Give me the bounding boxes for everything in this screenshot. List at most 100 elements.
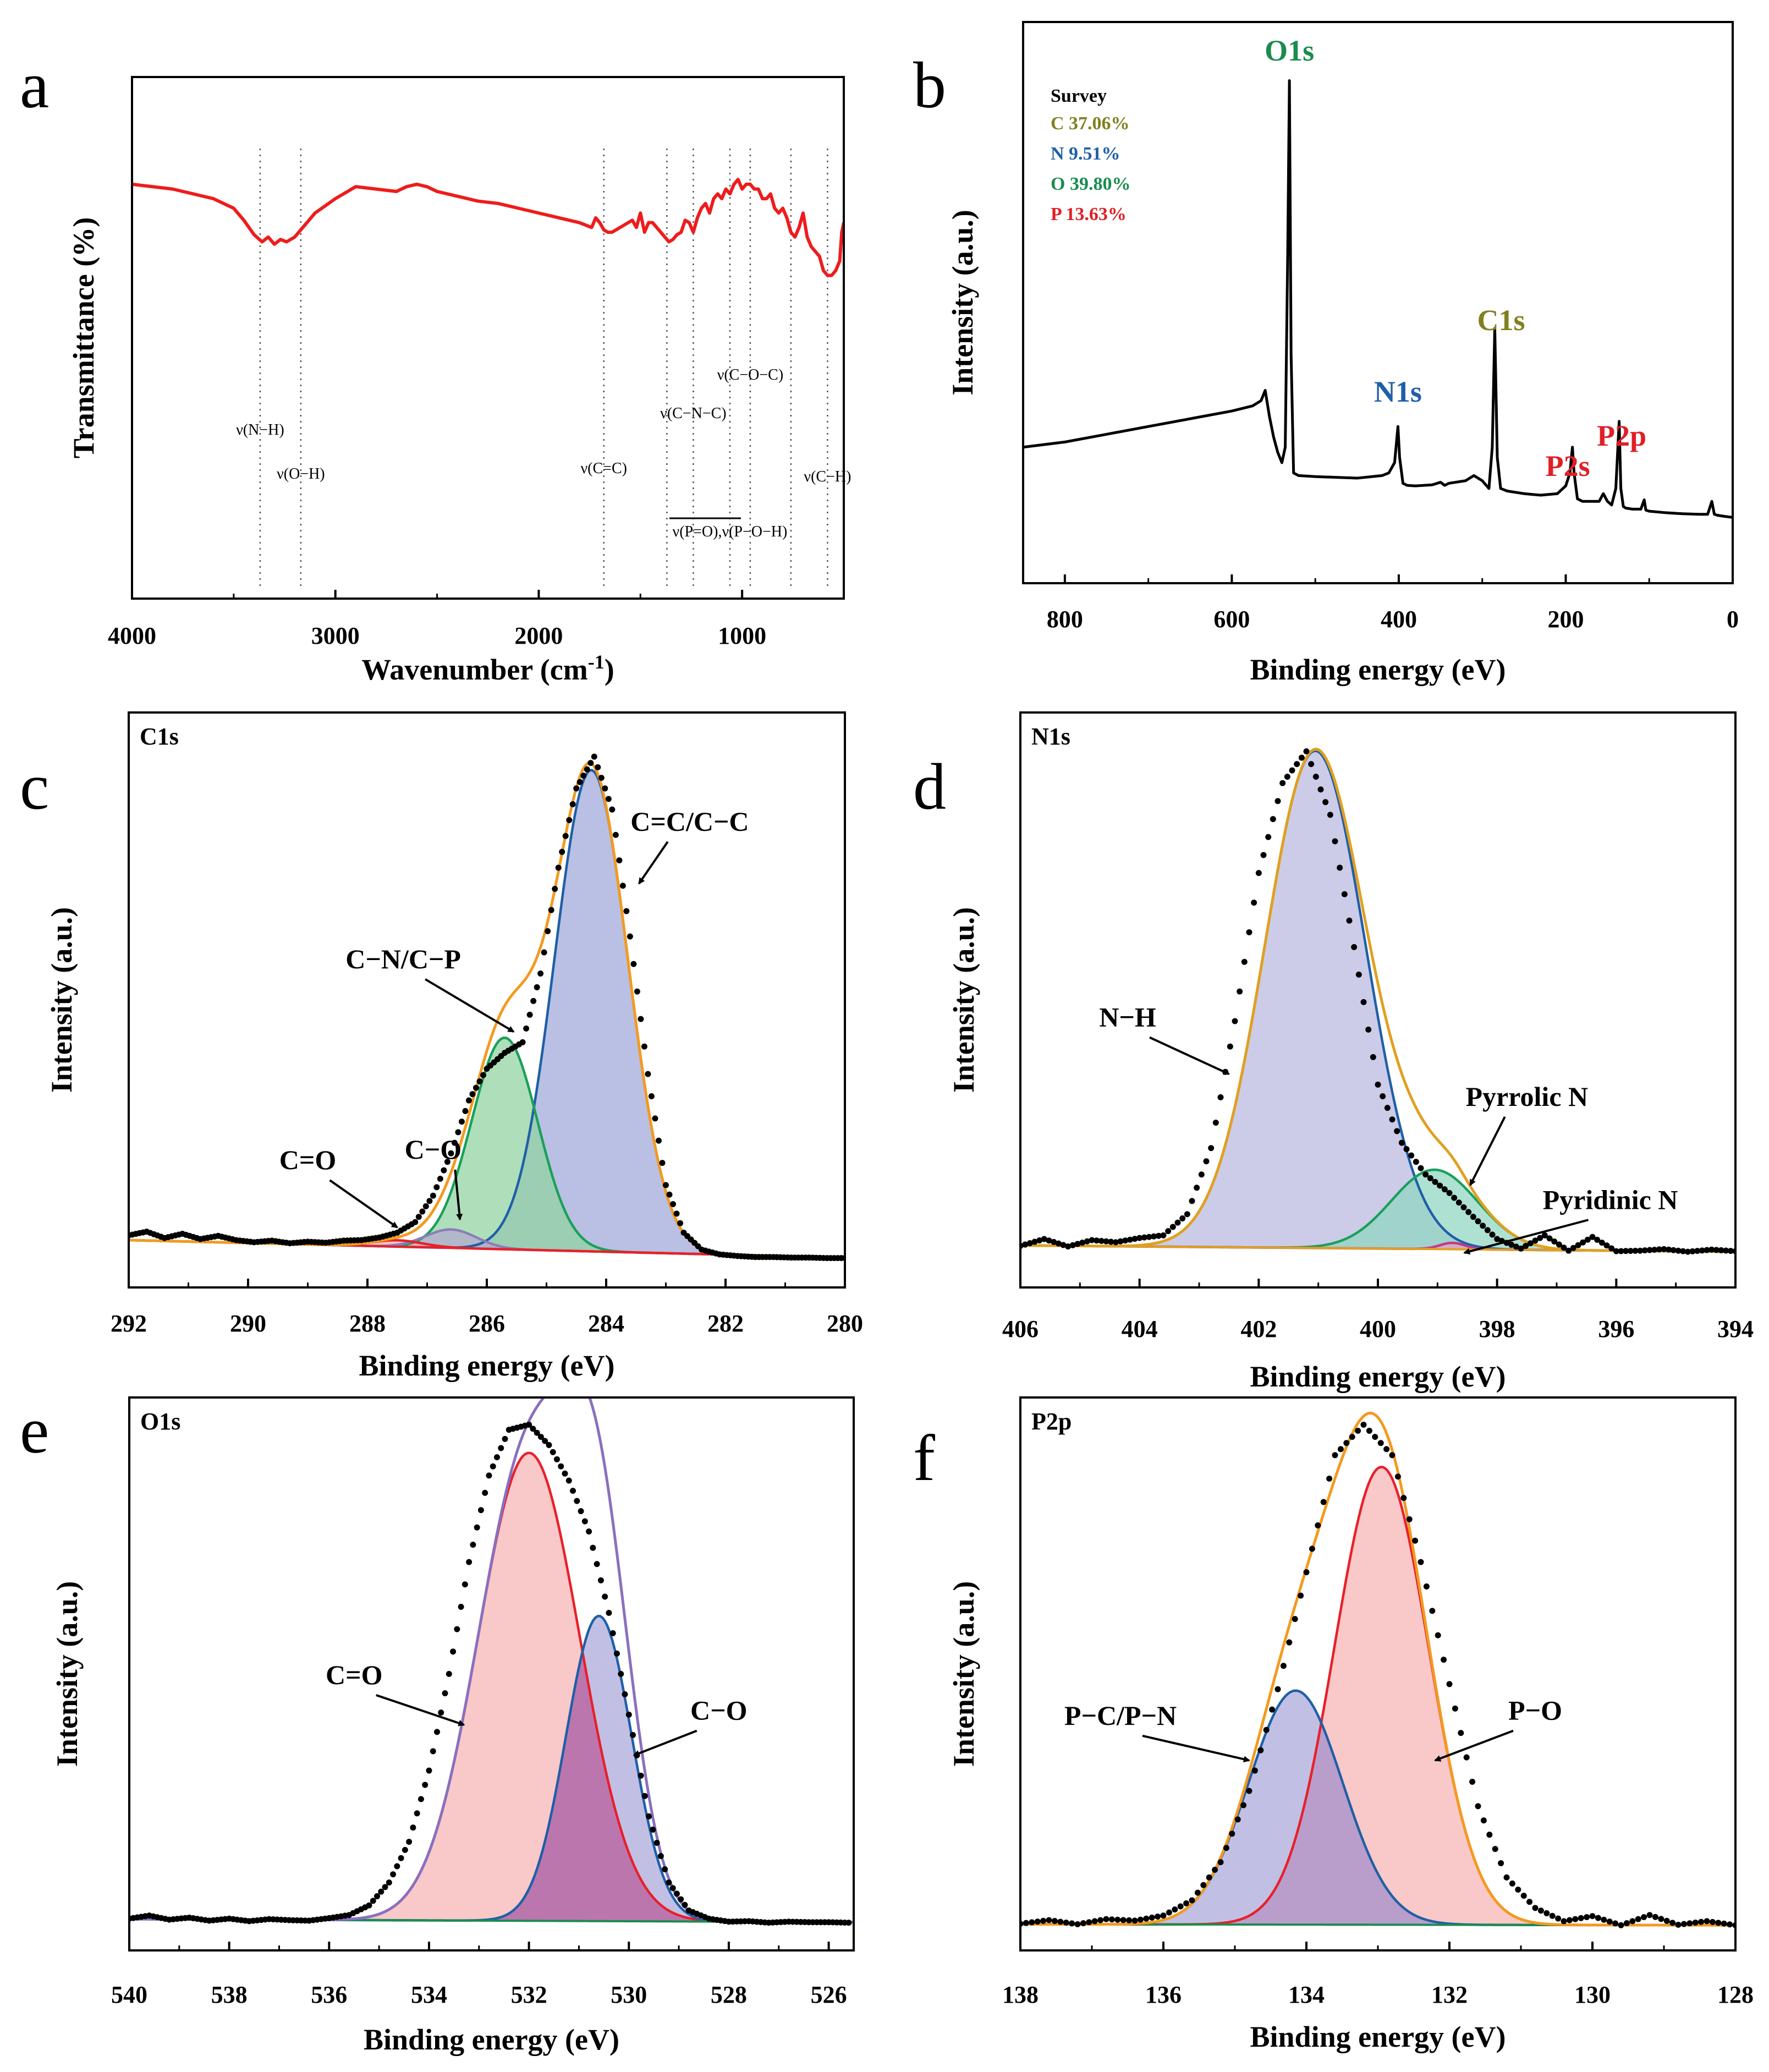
raw-data-point	[1149, 1914, 1155, 1921]
raw-data-point	[458, 1603, 464, 1610]
x-axis: 800 600 400 200 0	[1047, 574, 1739, 633]
raw-data-point	[1656, 1246, 1662, 1253]
raw-data-point	[1217, 1859, 1224, 1866]
raw-data-point	[1520, 1893, 1527, 1899]
raw-data-point	[422, 1203, 429, 1209]
raw-data-point	[1051, 1238, 1057, 1245]
raw-data-point	[1270, 816, 1276, 823]
raw-data-point	[591, 753, 597, 760]
raw-data-point	[1120, 1917, 1127, 1923]
panel-title: N1s	[1031, 723, 1070, 750]
raw-data-point	[1708, 1246, 1715, 1253]
raw-data-point	[410, 1824, 416, 1831]
peak-label: Pyrrolic N	[1466, 1081, 1589, 1112]
raw-data-point	[482, 1489, 488, 1496]
raw-data-point	[1322, 799, 1329, 805]
raw-data-point	[1203, 1158, 1210, 1165]
raw-data-point	[622, 1691, 628, 1697]
raw-data-point	[1486, 1832, 1493, 1838]
raw-data-point	[1251, 900, 1257, 906]
panel-d: d 406 404 402 400 398 396 394 Binding energy (eV…	[913, 711, 1754, 1393]
raw-data-point	[1408, 1152, 1415, 1159]
raw-data-point	[417, 1796, 424, 1802]
raw-data-point	[1384, 1105, 1391, 1111]
raw-data-point	[606, 1610, 612, 1616]
x-tick-label: 130	[1574, 1981, 1611, 2008]
raw-data-point	[1174, 1219, 1181, 1226]
raw-data-point	[1022, 1241, 1029, 1248]
raw-data-point	[1217, 1094, 1224, 1100]
raw-data-point	[570, 1488, 576, 1494]
raw-data-point	[1380, 1093, 1386, 1099]
raw-data-point	[1646, 1247, 1653, 1253]
x-axis: 138 136 134 132 130 128	[1002, 1942, 1754, 2008]
raw-data-point	[1189, 1897, 1195, 1904]
raw-data-point	[1337, 864, 1343, 871]
raw-data-point	[1704, 1247, 1710, 1253]
raw-data-point	[437, 1175, 443, 1182]
raw-data-point	[473, 1084, 479, 1091]
raw-data-point	[534, 1429, 540, 1436]
raw-data-point	[1098, 1238, 1105, 1245]
peak-arrow	[454, 1169, 463, 1221]
raw-data-point	[1303, 1569, 1310, 1576]
raw-data-point	[1572, 1916, 1579, 1922]
x-axis: 540 538 536 534 532 530 528 526	[111, 1942, 847, 2008]
raw-data-point	[1080, 1920, 1086, 1927]
raw-data-point	[1451, 1194, 1458, 1201]
raw-data-point	[1618, 1922, 1624, 1928]
raw-data-point	[454, 1626, 460, 1632]
peak-label: P−O	[1508, 1695, 1562, 1726]
raw-data-point	[1669, 1920, 1676, 1926]
raw-data-point	[627, 933, 633, 940]
raw-data-point	[1089, 1237, 1095, 1243]
raw-data-point	[634, 988, 640, 995]
raw-data-point	[1194, 1185, 1200, 1191]
raw-data-point	[1527, 1240, 1534, 1247]
peak-arrow	[329, 1179, 398, 1229]
raw-data-point	[1618, 1248, 1624, 1254]
raw-data-point	[1206, 1874, 1212, 1881]
raw-data-point	[1455, 1199, 1462, 1206]
raw-data-point	[1492, 1846, 1498, 1852]
component-fill	[129, 1452, 854, 1922]
raw-data-point	[1060, 1242, 1067, 1248]
plot-area	[132, 149, 844, 588]
raw-data-point	[548, 907, 554, 913]
peak-arrow	[1142, 1735, 1250, 1763]
plot-frame	[1019, 1396, 1737, 1952]
raw-data-point	[673, 1210, 680, 1217]
raw-data-point	[1286, 1639, 1293, 1646]
raw-data-point	[598, 775, 605, 781]
raw-data-point	[1284, 774, 1290, 780]
raw-data-point	[630, 961, 637, 967]
raw-data-point	[1515, 1887, 1521, 1893]
raw-data-point	[476, 1078, 483, 1085]
raw-data-point	[430, 1192, 436, 1199]
raw-data-point	[1418, 1559, 1424, 1565]
raw-data-point	[552, 886, 558, 892]
raw-data-point	[1034, 1918, 1041, 1925]
panel-letter: b	[913, 48, 946, 122]
raw-data-point	[1031, 1238, 1038, 1245]
raw-data-point	[682, 1901, 688, 1908]
raw-data-point	[526, 1011, 533, 1018]
raw-data-point	[1494, 1236, 1501, 1242]
raw-data-point	[1446, 1681, 1453, 1687]
plot-frame	[131, 76, 845, 600]
raw-data-point	[465, 1097, 472, 1104]
raw-data-point	[1370, 1054, 1376, 1060]
component-fill	[1020, 750, 1735, 1252]
component-fill	[1020, 1467, 1735, 1926]
x-axis: 406 404 402 400 398 396 394	[1002, 1279, 1754, 1342]
raw-data-point	[1327, 812, 1333, 818]
survey-series-line	[1023, 79, 1733, 519]
x-tick-label: 138	[1002, 1981, 1039, 2008]
raw-data-point	[1189, 1198, 1195, 1204]
raw-data-point	[1255, 870, 1262, 876]
raw-data-point	[1469, 1779, 1476, 1785]
raw-data-point	[562, 832, 569, 839]
x-tick-label: 284	[588, 1310, 624, 1337]
plot-area	[129, 753, 845, 1262]
raw-data-point	[1251, 1767, 1258, 1774]
